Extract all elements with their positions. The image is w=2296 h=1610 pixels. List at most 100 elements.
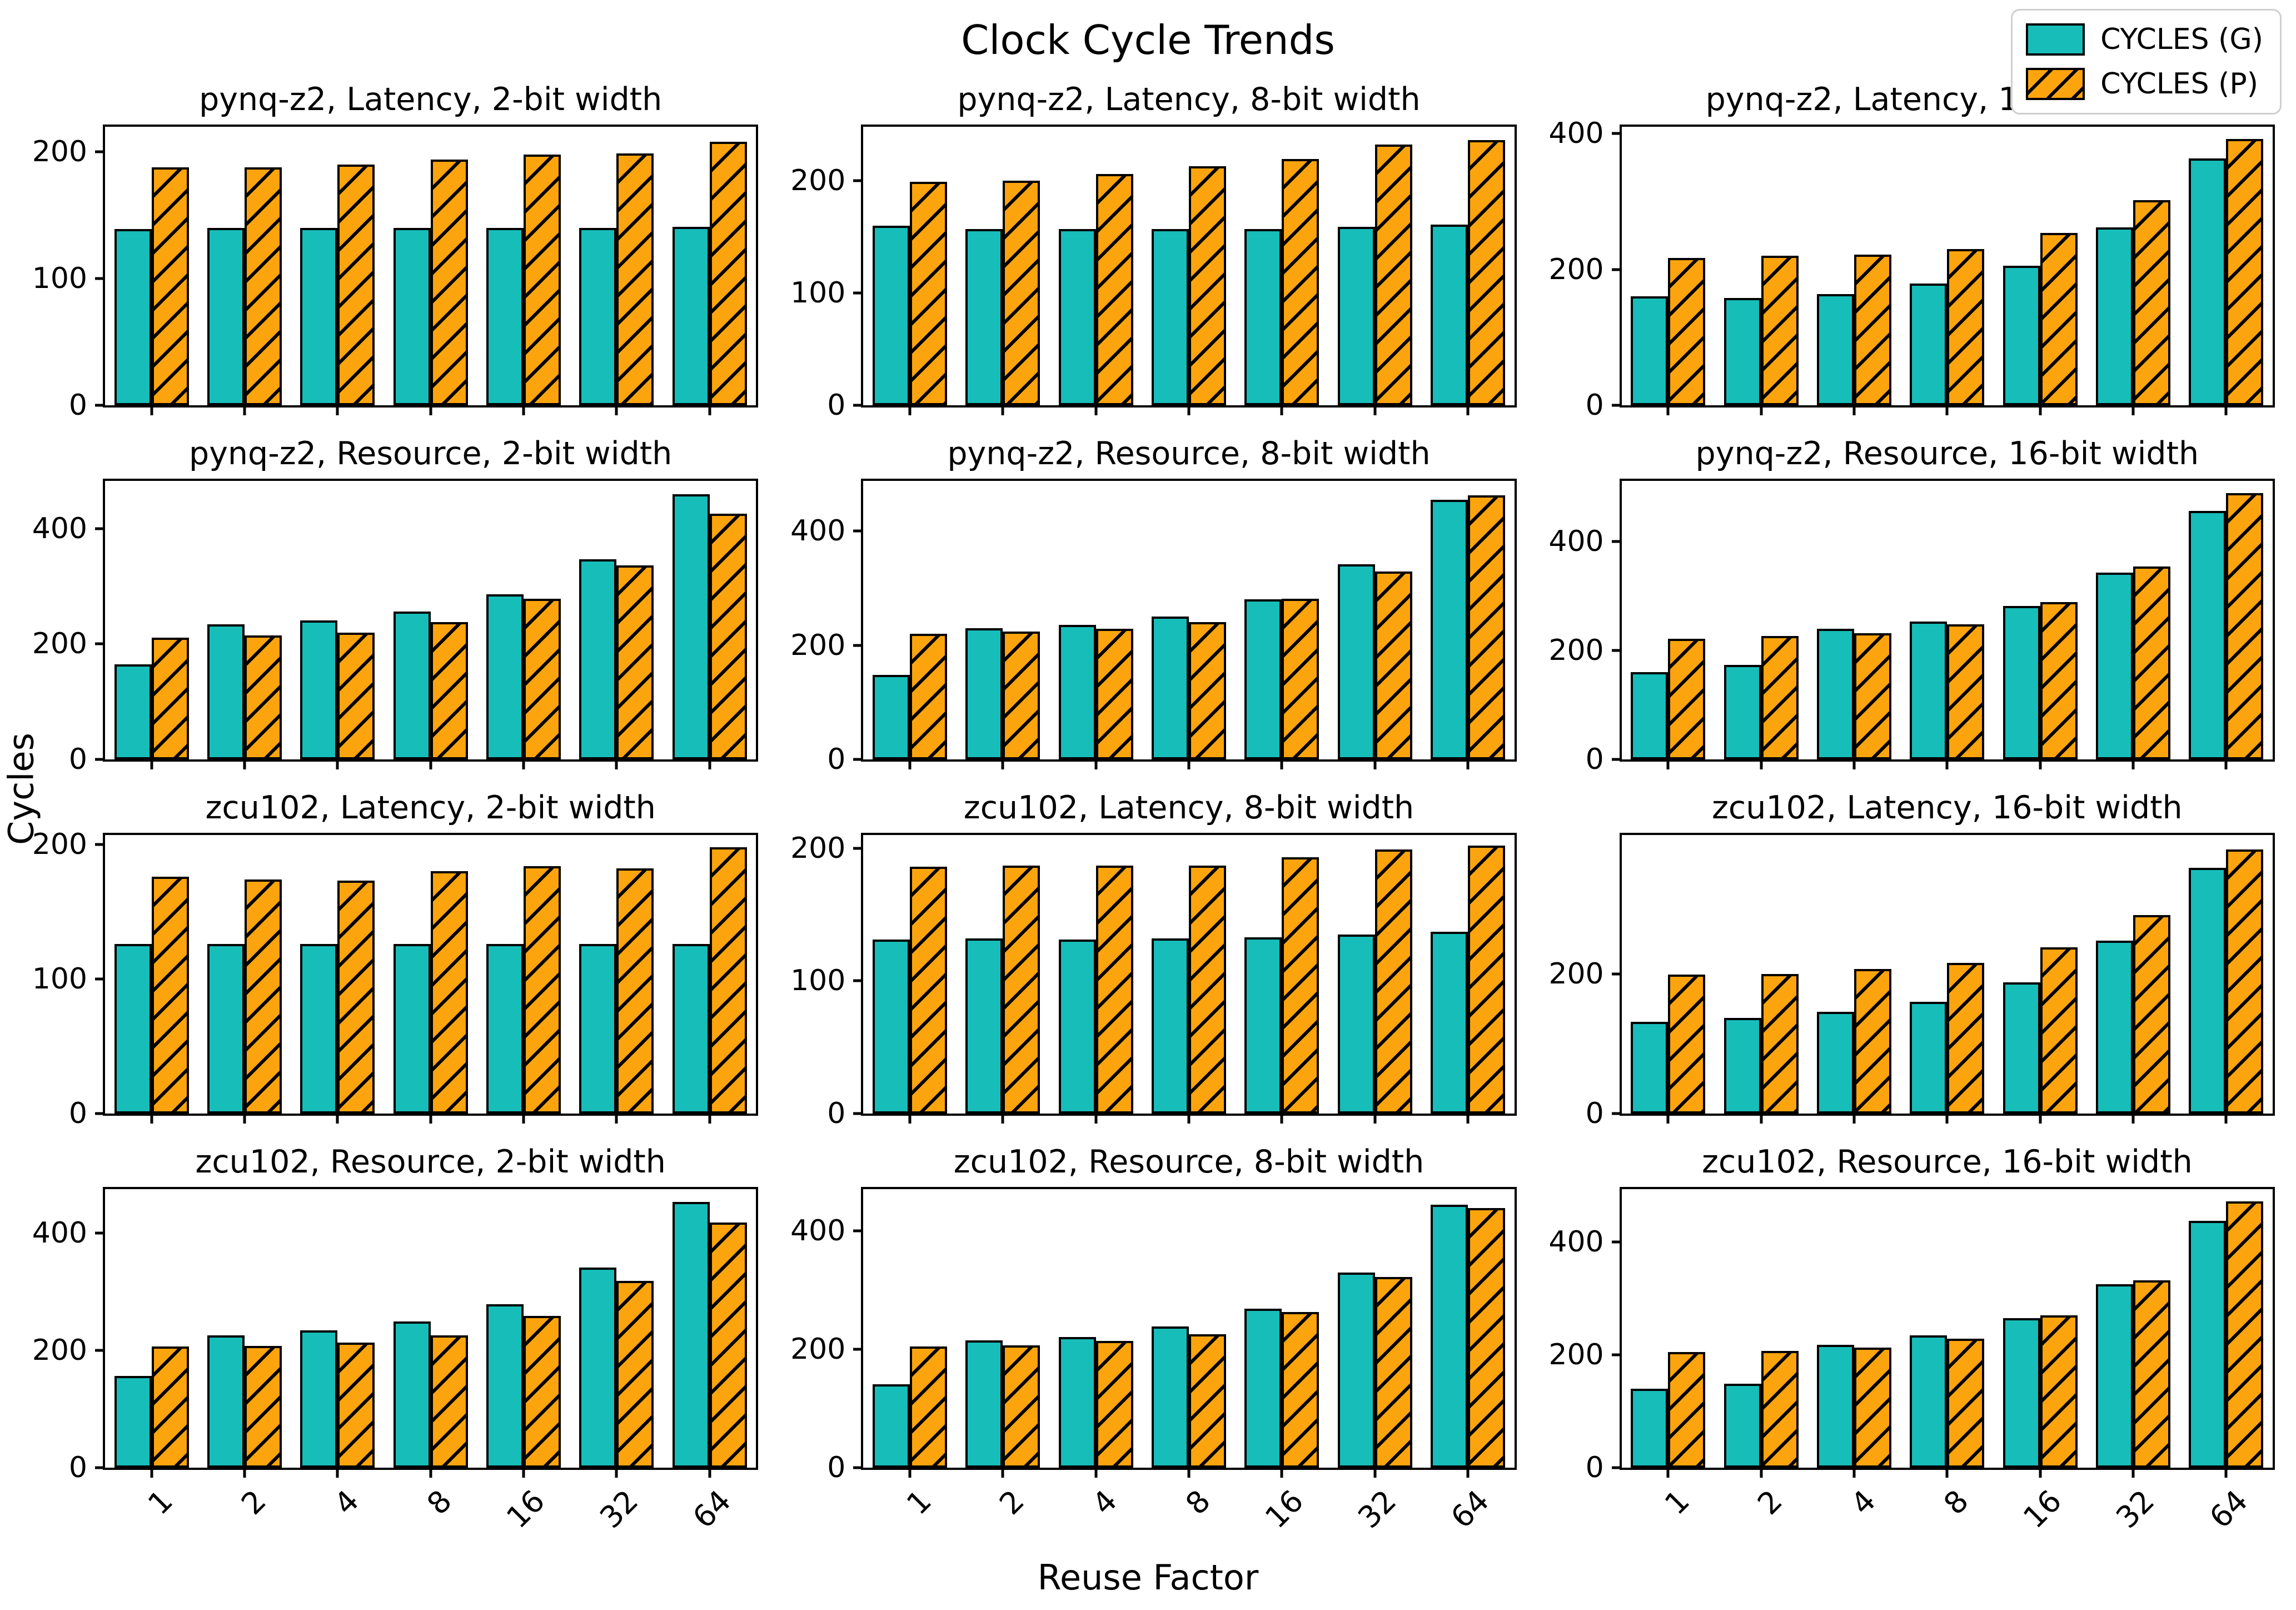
x-tick-mark bbox=[1852, 1468, 1856, 1478]
x-tick-label: 8 bbox=[1937, 1483, 1975, 1522]
bar-cycles-g bbox=[672, 494, 710, 759]
x-tick-mark bbox=[1094, 1114, 1098, 1124]
x-tick-mark bbox=[1466, 405, 1470, 415]
plot-wrap: 0 100 200 bbox=[32, 828, 759, 1130]
x-tick-mark bbox=[1280, 759, 1283, 769]
bar-cycles-g bbox=[2003, 1318, 2040, 1468]
plot-area: 0 100 200 bbox=[32, 828, 759, 1130]
bar-cycles-p bbox=[709, 513, 747, 759]
bar-cycles-p bbox=[151, 167, 189, 405]
x-tick-label: 1 bbox=[141, 1483, 180, 1522]
y-tick-mark bbox=[1611, 1466, 1622, 1469]
x-tick-mark bbox=[1373, 405, 1377, 415]
bar-cycles-g bbox=[965, 628, 1003, 759]
bar-cycles-g bbox=[1817, 1011, 1854, 1114]
bar-cycles-g bbox=[1431, 499, 1468, 759]
legend: CYCLES (G) CYCLES (P) bbox=[2011, 9, 2282, 115]
y-tick-label: 0 bbox=[827, 1097, 846, 1130]
y-tick-mark bbox=[853, 291, 864, 295]
bar-cycles-g bbox=[1152, 1326, 1189, 1468]
bar-cycles-p bbox=[1095, 173, 1133, 405]
x-tick-mark bbox=[522, 1114, 525, 1124]
x-tick-mark bbox=[429, 1114, 432, 1124]
bar-cycles-g bbox=[2096, 227, 2133, 405]
bar-cycles-g bbox=[672, 226, 710, 405]
bar-cycles-g bbox=[1817, 628, 1854, 759]
bar-cycles-p bbox=[1761, 973, 1799, 1114]
x-tick-mark bbox=[1094, 759, 1098, 769]
bar-cycles-p bbox=[430, 622, 468, 759]
bar-cycles-g bbox=[1058, 940, 1096, 1114]
y-tick-mark bbox=[1611, 540, 1622, 543]
x-tick-mark bbox=[1760, 759, 1763, 769]
y-tick-mark bbox=[853, 179, 864, 182]
x-tick-label: 64 bbox=[686, 1483, 738, 1536]
bar-cycles-p bbox=[1761, 636, 1799, 759]
plot-wrap: 0 100 200 bbox=[32, 124, 759, 422]
y-tick-label: 200 bbox=[1548, 252, 1604, 286]
bar-cycles-p bbox=[430, 1335, 468, 1468]
subplot-title: pynq-z2, Resource, 16-bit width bbox=[1695, 435, 2199, 472]
x-tick-mark bbox=[2224, 759, 2228, 769]
x-tick-mark bbox=[1187, 405, 1191, 415]
x-tick-label: 1 bbox=[1658, 1483, 1696, 1522]
bar-cycles-g bbox=[1244, 937, 1282, 1114]
x-tick-mark bbox=[1373, 759, 1377, 769]
x-tick-mark bbox=[336, 1468, 339, 1478]
subplot-6: pynq-z2, Resource, 16-bit width 0 200 400 bbox=[1548, 435, 2275, 776]
bar-cycles-p bbox=[1467, 495, 1505, 759]
y-tick-mark bbox=[853, 644, 864, 647]
x-tick-mark bbox=[522, 1468, 525, 1478]
bar-cycles-g bbox=[2096, 1284, 2133, 1468]
x-tick-mark bbox=[615, 405, 618, 415]
x-tick-mark bbox=[1945, 759, 1949, 769]
x-tick-mark bbox=[1760, 405, 1763, 415]
bar-cycles-p bbox=[1282, 159, 1319, 405]
x-tick-label: 16 bbox=[500, 1483, 552, 1536]
plot-wrap: 0 100 200 bbox=[790, 832, 1517, 1130]
bar-cycles-g bbox=[1152, 228, 1189, 405]
y-tick-mark bbox=[853, 529, 864, 533]
x-tick-label: 4 bbox=[1085, 1483, 1124, 1522]
bar-cycles-p bbox=[709, 142, 747, 405]
bar-cycles-g bbox=[1910, 284, 1948, 405]
bar-cycles-g bbox=[1910, 1002, 1948, 1114]
bar-cycles-g bbox=[1244, 228, 1282, 405]
x-tick-label: 64 bbox=[2202, 1483, 2254, 1536]
bar-cycles-g bbox=[300, 620, 338, 759]
y-tick-mark bbox=[1611, 972, 1622, 976]
y-tick-mark bbox=[95, 150, 105, 153]
x-tick-label: 2 bbox=[234, 1483, 273, 1522]
bar-cycles-p bbox=[909, 181, 947, 405]
x-tick-mark bbox=[150, 1114, 153, 1124]
x-tick-mark bbox=[615, 759, 618, 769]
subplot-title: zcu102, Resource, 8-bit width bbox=[953, 1144, 1425, 1180]
bar-cycles-g bbox=[486, 943, 524, 1114]
bar-cycles-p bbox=[909, 1346, 947, 1468]
plot-wrap: 0 200 bbox=[1548, 832, 2275, 1130]
y-tick-label: 200 bbox=[790, 628, 846, 662]
bar-cycles-g bbox=[486, 1304, 524, 1468]
bar-cycles-g bbox=[1337, 226, 1375, 405]
bar-cycles-g bbox=[393, 612, 431, 759]
bar-cycles-g bbox=[2189, 158, 2227, 405]
y-tick-label: 0 bbox=[68, 1451, 87, 1484]
bar-cycles-p bbox=[2226, 493, 2264, 759]
bar-cycles-p bbox=[244, 879, 282, 1114]
bar-cycles-p bbox=[616, 1281, 654, 1468]
subplot-7: zcu102, Latency, 2-bit width 0 100 200 bbox=[32, 790, 759, 1130]
bar-cycles-g bbox=[1244, 599, 1282, 759]
x-tick-mark bbox=[429, 1468, 432, 1478]
x-tick-mark bbox=[708, 759, 711, 769]
bar-cycles-g bbox=[207, 624, 245, 759]
y-tick-label: 400 bbox=[1548, 1225, 1604, 1259]
x-tick-mark bbox=[908, 1468, 912, 1478]
bar-cycles-p bbox=[1003, 865, 1040, 1114]
bar-cycles-p bbox=[337, 1343, 375, 1468]
bar-cycles-p bbox=[616, 565, 654, 759]
x-tick-mark bbox=[1001, 405, 1004, 415]
y-tick-mark bbox=[95, 977, 105, 981]
subplot-11: zcu102, Resource, 8-bit width 0 200 400 1 2 4 8… bbox=[790, 1144, 1517, 1535]
plot-wrap: 0 200 400 1 2 4 8 16 32 64 bbox=[1548, 1186, 2275, 1535]
subplot-title: zcu102, Resource, 16-bit width bbox=[1701, 1144, 2193, 1180]
